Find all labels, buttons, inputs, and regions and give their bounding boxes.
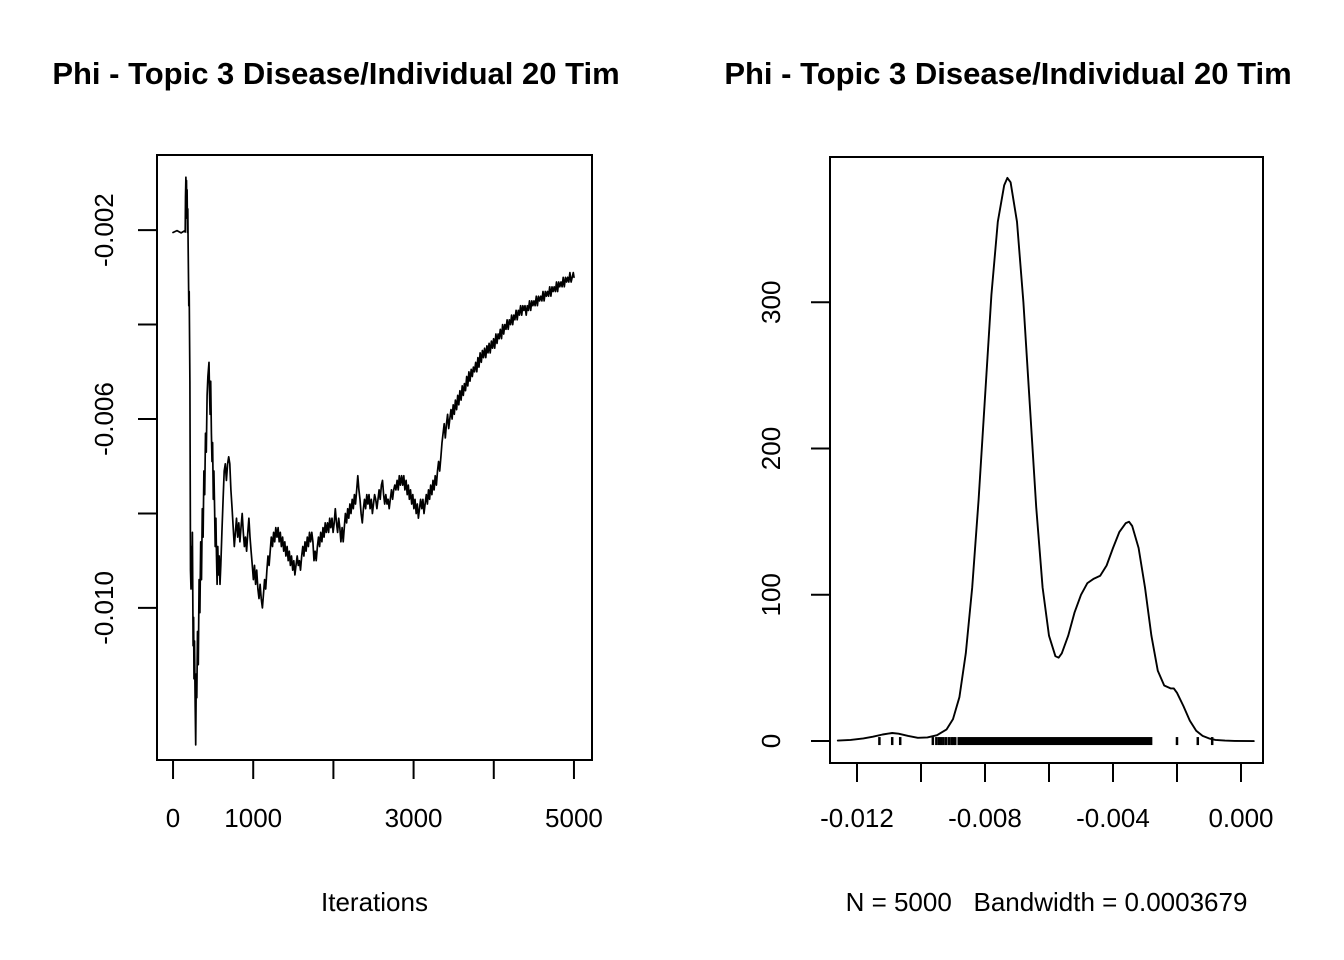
density-plot-box	[829, 156, 1264, 764]
rug-band	[957, 737, 1153, 746]
density-plot-y-tick-label: 300	[756, 281, 786, 324]
trace-plot-x-tick-label: 1000	[224, 803, 282, 833]
trace-plot-x-tick-label: 5000	[545, 803, 603, 833]
trace-plot-y-tick-label: -0.006	[89, 382, 119, 456]
trace-plot-y-tick-label: -0.002	[89, 193, 119, 267]
density-plot-y-tick-label: 0	[756, 734, 786, 748]
density-plot-x-tick-label: -0.012	[820, 803, 894, 833]
trace-plot-x-tick-label: 3000	[385, 803, 443, 833]
density-plot-x-tick-label: 0.000	[1208, 803, 1273, 833]
trace-xaxis-title: Iterations	[321, 887, 428, 917]
density-plot-y-tick-label: 200	[756, 427, 786, 470]
density-plot-y-tick-label: 100	[756, 573, 786, 616]
trace-plot-group: 0 1000 3000 5000 -0.002 -0.006 -0.010	[89, 154, 603, 833]
density-plot-x-tick-label: -0.004	[1076, 803, 1150, 833]
density-plot-line	[836, 176, 1255, 743]
trace-plot-line	[172, 176, 575, 746]
trace-plot-title-clip: Phi - Topic 3 Disease/Individual 20 Tim	[0, 50, 672, 98]
trace-plot-y-tick-label: -0.010	[89, 571, 119, 645]
trace-plot-x-tick-label: 0	[166, 803, 180, 833]
trace-plot-title: Phi - Topic 3 Disease/Individual 20 Tim	[52, 56, 620, 91]
density-plot-title: Phi - Topic 3 Disease/Individual 20 Tim	[724, 56, 1292, 91]
density-plot-x-tick-label: -0.008	[948, 803, 1022, 833]
density-plot-group: -0.012 -0.008 -0.004 0.000 0 100 200 300	[756, 156, 1274, 833]
density-xaxis-title: N = 5000 Bandwidth = 0.0003679	[845, 887, 1248, 917]
trace-plot-box	[156, 154, 593, 761]
density-plot-title-clip: Phi - Topic 3 Disease/Individual 20 Tim	[672, 50, 1344, 98]
